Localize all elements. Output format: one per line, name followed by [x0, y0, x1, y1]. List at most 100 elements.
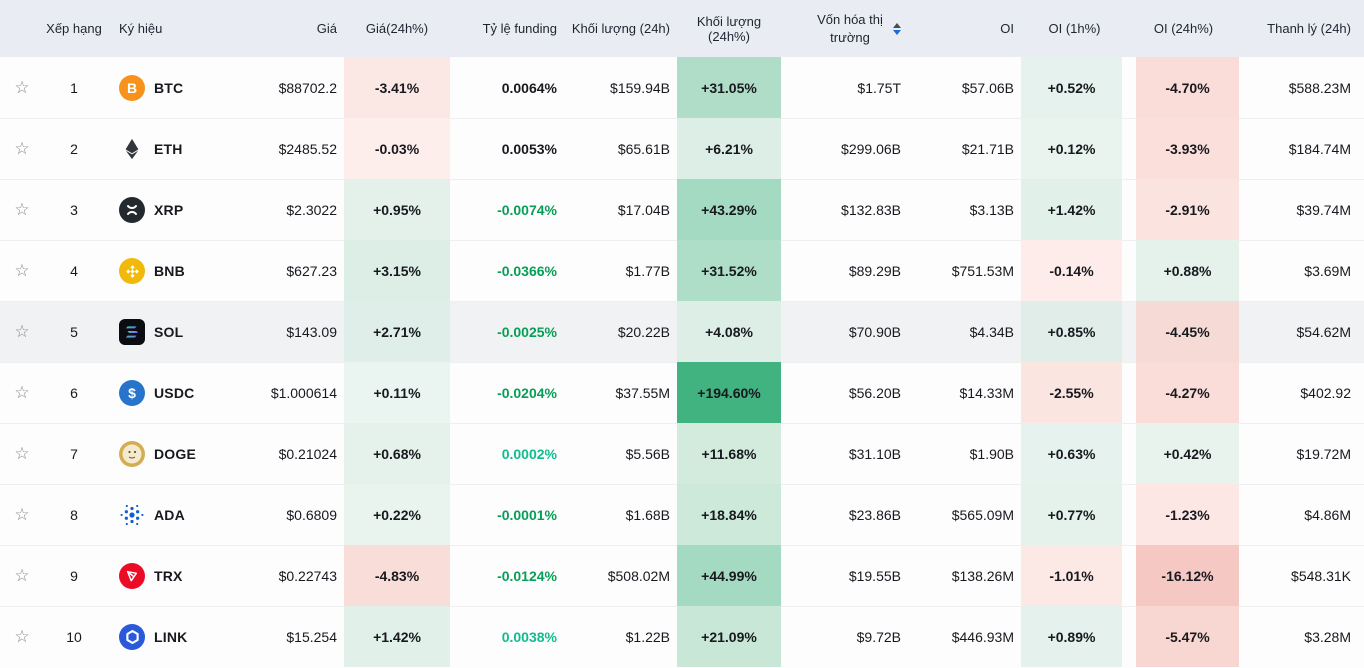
favorite-star-icon[interactable]: ☆: [14, 627, 30, 646]
oi-cell: $21.71B: [961, 141, 1014, 157]
rank-cell: 2: [70, 141, 78, 157]
volume-24h-cell: $1.68B: [625, 507, 670, 523]
liquidation-24h-cell: $4.86M: [1304, 507, 1351, 523]
favorite-star-icon[interactable]: ☆: [14, 200, 30, 219]
symbol-label: ETH: [154, 141, 183, 157]
symbol-cell[interactable]: ETH: [104, 119, 244, 179]
symbol-cell[interactable]: BNB: [104, 241, 244, 301]
favorite-star-icon[interactable]: ☆: [14, 261, 30, 280]
header-oi-24h[interactable]: OI (24h%): [1153, 21, 1214, 36]
symbol-cell[interactable]: ADA: [104, 485, 244, 545]
oi-24h-cell: -16.12%: [1136, 545, 1239, 606]
volume-24h-cell: $508.02M: [607, 568, 670, 584]
funding-rate-cell: -0.0204%: [497, 385, 557, 401]
usdc-coin-icon: $: [119, 380, 145, 406]
oi-24h-cell: -1.23%: [1136, 484, 1239, 545]
funding-rate-cell: -0.0025%: [497, 324, 557, 340]
liquidation-24h-cell: $548.31K: [1291, 568, 1351, 584]
header-volume-24h[interactable]: Khối lượng (24h): [571, 21, 670, 36]
rank-cell: 10: [66, 629, 82, 645]
volume-24h-cell: $1.22B: [625, 629, 670, 645]
price-24h-cell: +1.42%: [344, 606, 450, 667]
rank-cell: 9: [70, 568, 78, 584]
favorite-star-icon[interactable]: ☆: [14, 444, 30, 463]
table-row[interactable]: ☆ 10 LINK $15.254 +1.42% 0.0038% $1.22B …: [0, 606, 1364, 667]
symbol-label: DOGE: [154, 446, 197, 462]
favorite-star-icon[interactable]: ☆: [14, 77, 30, 97]
header-price[interactable]: Giá: [316, 21, 337, 36]
oi-1h-cell: +0.63%: [1021, 423, 1122, 484]
oi-24h-cell: -4.45%: [1136, 301, 1239, 362]
symbol-cell[interactable]: DOGE: [104, 424, 244, 484]
symbol-label: BNB: [154, 263, 185, 279]
symbol-cell[interactable]: SOL: [104, 302, 244, 362]
rank-cell: 7: [70, 446, 78, 462]
favorite-star-icon[interactable]: ☆: [14, 566, 30, 585]
trx-coin-icon: [119, 563, 145, 589]
price-24h-cell: +3.15%: [344, 240, 450, 301]
header-price-24h[interactable]: Giá(24h%): [365, 21, 429, 36]
header-rank: Xếp hạng: [46, 21, 102, 36]
oi-cell: $138.26M: [951, 568, 1014, 584]
symbol-cell[interactable]: XRP: [104, 180, 244, 240]
volume-24h-pct-cell: +21.09%: [677, 606, 781, 667]
favorite-star-icon[interactable]: ☆: [14, 139, 30, 158]
oi-24h-cell: +0.42%: [1136, 423, 1239, 484]
table-row[interactable]: ☆ 8 ADA $0.6809 +0.22% -0.0001% $1.68B +…: [0, 484, 1364, 545]
funding-rate-cell: -0.0001%: [497, 507, 557, 523]
price-cell: $0.6809: [286, 507, 337, 523]
market-cap-cell: $56.20B: [848, 385, 901, 401]
table-row[interactable]: ☆ 2 ETH $2485.52 -0.03% 0.0053% $65.61B …: [0, 118, 1364, 179]
favorite-star-icon[interactable]: ☆: [14, 505, 30, 524]
oi-cell: $751.53M: [951, 263, 1014, 279]
symbol-cell[interactable]: B BTC: [104, 57, 244, 118]
btc-coin-icon: B: [119, 74, 145, 101]
price-cell: $2485.52: [278, 141, 337, 157]
oi-cell: $57.06B: [961, 79, 1014, 96]
oi-1h-cell: +1.42%: [1021, 179, 1122, 240]
eth-coin-icon: [119, 136, 145, 162]
rank-cell: 5: [70, 324, 78, 340]
favorite-star-icon[interactable]: ☆: [14, 322, 30, 341]
liquidation-24h-cell: $3.69M: [1304, 263, 1351, 279]
header-liquidation-24h[interactable]: Thanh lý (24h): [1267, 21, 1351, 36]
oi-cell: $565.09M: [951, 507, 1014, 523]
market-cap-cell: $70.90B: [848, 324, 901, 340]
header-funding-rate[interactable]: Tỷ lệ funding: [482, 21, 557, 36]
header-volume-24h-pct[interactable]: Khối lượng (24h%): [696, 13, 762, 44]
header-symbol: Ký hiệu: [119, 21, 163, 36]
market-cap-cell: $89.29B: [848, 263, 901, 279]
oi-24h-cell: +0.88%: [1136, 240, 1239, 301]
oi-24h-cell: -4.27%: [1136, 362, 1239, 423]
volume-24h-cell: $20.22B: [617, 324, 670, 340]
table-row[interactable]: ☆ 5 SOL $143.09 +2.71% -0.0025% $20.22B …: [0, 301, 1364, 362]
oi-1h-cell: +0.52%: [1021, 57, 1122, 118]
oi-24h-cell: -2.91%: [1136, 179, 1239, 240]
oi-cell: $446.93M: [951, 629, 1014, 645]
header-market-cap[interactable]: Vốn hóa thị trường: [781, 0, 908, 57]
oi-1h-cell: -0.14%: [1021, 240, 1122, 301]
table-row[interactable]: ☆ 6 $ USDC $1.000614 +0.11% -0.0204% $37.…: [0, 362, 1364, 423]
header-oi[interactable]: OI: [1000, 21, 1014, 36]
table-row[interactable]: ☆ 3 XRP $2.3022 +0.95% -0.0074% $17.04B …: [0, 179, 1364, 240]
market-cap-cell: $23.86B: [848, 507, 901, 523]
ada-coin-icon: [119, 502, 145, 528]
table-row[interactable]: ☆ 7 DOGE $0.21024 +0.68% 0.0002% $5.56B …: [0, 423, 1364, 484]
volume-24h-pct-cell: +4.08%: [677, 301, 781, 362]
table-row[interactable]: ☆ 4 BNB $627.23 +3.15% -0.0366% $1.77B +…: [0, 240, 1364, 301]
volume-24h-pct-cell: +43.29%: [677, 179, 781, 240]
sort-icon[interactable]: [893, 22, 901, 35]
volume-24h-cell: $37.55M: [615, 385, 670, 401]
symbol-cell[interactable]: $ USDC: [104, 363, 244, 423]
price-cell: $143.09: [286, 324, 337, 340]
volume-24h-cell: $17.04B: [617, 202, 670, 218]
symbol-cell[interactable]: TRX: [104, 546, 244, 606]
table-row[interactable]: ☆ 1 B BTC $88702.2 -3.41% 0.0064% $159.94…: [0, 57, 1364, 118]
header-oi-1h[interactable]: OI (1h%): [1048, 21, 1101, 36]
volume-24h-cell: $159.94B: [610, 79, 670, 96]
table-row[interactable]: ☆ 9 TRX $0.22743 -4.83% -0.0124% $508.02…: [0, 545, 1364, 606]
favorite-star-icon[interactable]: ☆: [14, 383, 30, 402]
symbol-cell[interactable]: LINK: [104, 607, 244, 667]
volume-24h-cell: $65.61B: [617, 141, 670, 157]
